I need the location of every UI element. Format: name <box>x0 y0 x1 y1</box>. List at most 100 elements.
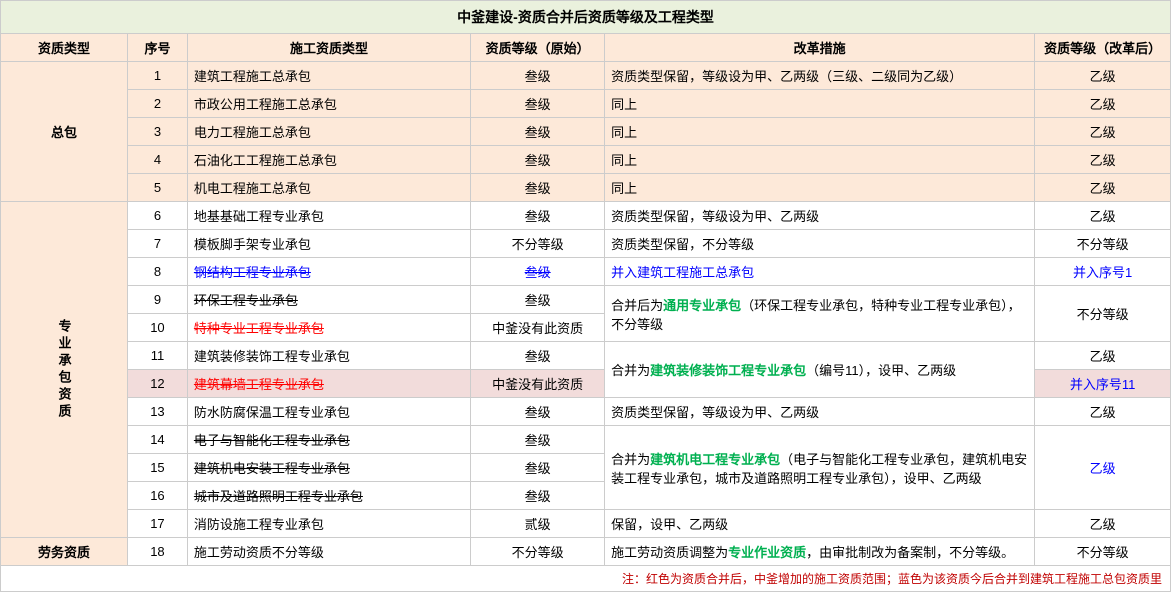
row-after: 乙级 <box>1035 90 1171 118</box>
row-reform: 同上 <box>605 146 1035 174</box>
category-zhuanye: 专业承包资质 <box>1 202 128 538</box>
reform-green: 建筑机电工程专业承包 <box>650 452 780 467</box>
row-index: 9 <box>128 286 188 314</box>
row-type: 电力工程施工总承包 <box>187 118 470 146</box>
row-reform: 资质类型保留，等级设为甲、乙两级（三级、二级同为乙级） <box>605 62 1035 90</box>
title-row: 中釜建设-资质合并后资质等级及工程类型 <box>1 1 1171 34</box>
row-after: 乙级 <box>1035 146 1171 174</box>
table-row: 专业承包资质 6 地基基础工程专业承包 叁级 资质类型保留，等级设为甲、乙两级 … <box>1 202 1171 230</box>
row-orig-text: 叁级 <box>525 265 551 280</box>
header-row: 资质类型 序号 施工资质类型 资质等级（原始） 改革措施 资质等级（改革后） <box>1 34 1171 62</box>
row-index: 12 <box>128 370 188 398</box>
header-after-level: 资质等级（改革后） <box>1035 34 1171 62</box>
row-type: 模板脚手架专业承包 <box>187 230 470 258</box>
row-type: 机电工程施工总承包 <box>187 174 470 202</box>
row-index: 14 <box>128 426 188 454</box>
header-index: 序号 <box>128 34 188 62</box>
row-orig: 贰级 <box>471 510 605 538</box>
table-row: 总包 1 建筑工程施工总承包 叁级 资质类型保留，等级设为甲、乙两级（三级、二级… <box>1 62 1171 90</box>
row-index: 10 <box>128 314 188 342</box>
row-reform: 资质类型保留，不分等级 <box>605 230 1035 258</box>
reform-pre: 合并为 <box>611 363 650 378</box>
row-after: 乙级 <box>1035 174 1171 202</box>
table-row: 劳务资质 18 施工劳动资质不分等级 不分等级 施工劳动资质调整为专业作业资质，… <box>1 538 1171 566</box>
row-orig: 叁级 <box>471 454 605 482</box>
reform-green: 专业作业资质 <box>728 545 806 560</box>
row-after: 不分等级 <box>1035 286 1171 342</box>
row-after: 不分等级 <box>1035 230 1171 258</box>
row-after: 乙级 <box>1035 426 1171 510</box>
table-row: 17 消防设施工程专业承包 贰级 保留，设甲、乙两级 乙级 <box>1 510 1171 538</box>
header-reform: 改革措施 <box>605 34 1035 62</box>
row-index: 15 <box>128 454 188 482</box>
row-orig: 叁级 <box>471 482 605 510</box>
row-reform: 资质类型保留，等级设为甲、乙两级 <box>605 202 1035 230</box>
row-type: 建筑机电安装工程专业承包 <box>187 454 470 482</box>
row-orig: 叁级 <box>471 398 605 426</box>
reform-green: 通用专业承包 <box>663 298 741 313</box>
row-type: 消防设施工程专业承包 <box>187 510 470 538</box>
row-type: 钢结构工程专业承包 <box>187 258 470 286</box>
reform-green: 建筑装修装饰工程专业承包 <box>650 363 806 378</box>
category-zongbao: 总包 <box>1 62 128 202</box>
row-after: 乙级 <box>1035 342 1171 370</box>
row-index: 2 <box>128 90 188 118</box>
row-index: 13 <box>128 398 188 426</box>
row-type-text: 电子与智能化工程专业承包 <box>194 433 350 448</box>
table-row: 5 机电工程施工总承包 叁级 同上 乙级 <box>1 174 1171 202</box>
row-type-text: 环保工程专业承包 <box>194 293 298 308</box>
row-after-text: 并入序号1 <box>1073 265 1132 280</box>
row-type: 城市及道路照明工程专业承包 <box>187 482 470 510</box>
header-category: 资质类型 <box>1 34 128 62</box>
row-index: 7 <box>128 230 188 258</box>
row-index: 17 <box>128 510 188 538</box>
row-after: 乙级 <box>1035 398 1171 426</box>
row-reform-text: 并入建筑工程施工总承包 <box>611 265 754 280</box>
row-index: 11 <box>128 342 188 370</box>
row-type: 市政公用工程施工总承包 <box>187 90 470 118</box>
row-index: 3 <box>128 118 188 146</box>
row-orig: 不分等级 <box>471 230 605 258</box>
row-reform: 保留，设甲、乙两级 <box>605 510 1035 538</box>
row-index: 4 <box>128 146 188 174</box>
row-after: 乙级 <box>1035 62 1171 90</box>
table-row: 7 模板脚手架专业承包 不分等级 资质类型保留，不分等级 不分等级 <box>1 230 1171 258</box>
row-orig: 叁级 <box>471 118 605 146</box>
table-row: 4 石油化工工程施工总承包 叁级 同上 乙级 <box>1 146 1171 174</box>
row-orig: 叁级 <box>471 258 605 286</box>
row-type: 地基基础工程专业承包 <box>187 202 470 230</box>
row-index: 5 <box>128 174 188 202</box>
header-type: 施工资质类型 <box>187 34 470 62</box>
row-type-text: 城市及道路照明工程专业承包 <box>194 489 363 504</box>
row-orig: 不分等级 <box>471 538 605 566</box>
row-orig: 叁级 <box>471 90 605 118</box>
table-row: 3 电力工程施工总承包 叁级 同上 乙级 <box>1 118 1171 146</box>
header-original-level: 资质等级（原始） <box>471 34 605 62</box>
table-title: 中釜建设-资质合并后资质等级及工程类型 <box>1 1 1171 34</box>
table-row: 13 防水防腐保温工程专业承包 叁级 资质类型保留，等级设为甲、乙两级 乙级 <box>1 398 1171 426</box>
row-after: 乙级 <box>1035 118 1171 146</box>
row-reform: 资质类型保留，等级设为甲、乙两级 <box>605 398 1035 426</box>
row-index: 18 <box>128 538 188 566</box>
reform-post: ，由审批制改为备案制，不分等级。 <box>806 545 1014 560</box>
row-type-text: 建筑机电安装工程专业承包 <box>194 461 350 476</box>
row-type: 建筑装修装饰工程专业承包 <box>187 342 470 370</box>
table-row: 8 钢结构工程专业承包 叁级 并入建筑工程施工总承包 并入序号1 <box>1 258 1171 286</box>
row-reform: 同上 <box>605 118 1035 146</box>
row-orig: 叁级 <box>471 286 605 314</box>
row-reform-merged: 合并为建筑装修装饰工程专业承包（编号11），设甲、乙两级 <box>605 342 1035 398</box>
row-type: 环保工程专业承包 <box>187 286 470 314</box>
table-row: 14 电子与智能化工程专业承包 叁级 合并为建筑机电工程专业承包（电子与智能化工… <box>1 426 1171 454</box>
category-laowu: 劳务资质 <box>1 538 128 566</box>
row-type: 电子与智能化工程专业承包 <box>187 426 470 454</box>
footer-row: 注：红色为资质合并后，中釜增加的施工资质范围；蓝色为该资质今后合并到建筑工程施工… <box>1 566 1171 592</box>
row-orig: 叁级 <box>471 426 605 454</box>
row-reform: 同上 <box>605 90 1035 118</box>
row-type: 特种专业工程专业承包 <box>187 314 470 342</box>
row-reform-merged: 合并后为通用专业承包（环保工程专业承包，特种专业工程专业承包），不分等级 <box>605 286 1035 342</box>
table-row: 9 环保工程专业承包 叁级 合并后为通用专业承包（环保工程专业承包，特种专业工程… <box>1 286 1171 314</box>
qualification-table: 中釜建设-资质合并后资质等级及工程类型 资质类型 序号 施工资质类型 资质等级（… <box>0 0 1171 592</box>
row-reform-merged: 合并为建筑机电工程专业承包（电子与智能化工程专业承包，建筑机电安装工程专业承包，… <box>605 426 1035 510</box>
row-orig: 叁级 <box>471 62 605 90</box>
row-type: 石油化工工程施工总承包 <box>187 146 470 174</box>
